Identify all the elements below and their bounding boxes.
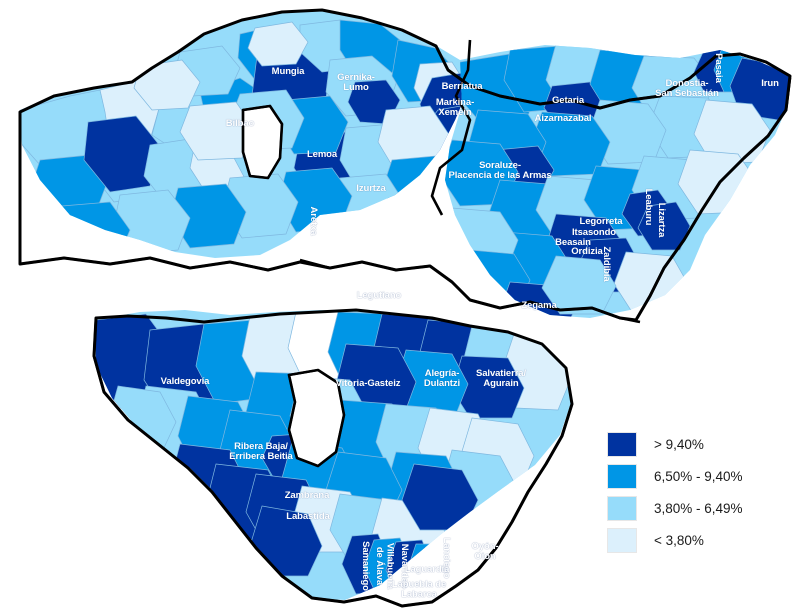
- legend-row-1: 6,50% - 9,40%: [607, 460, 787, 492]
- legend-swatch-3: [607, 527, 637, 553]
- outer-boundary: [20, 10, 790, 320]
- legend-label-0: > 9,40%: [654, 436, 704, 452]
- legend-swatch-2: [607, 495, 637, 521]
- legend-swatch-0: [607, 431, 637, 457]
- legend: > 9,40% 6,50% - 9,40% 3,80% - 6,49% < 3,80%: [607, 428, 787, 556]
- border-enclave-trevino: [289, 370, 344, 466]
- legend-swatch-1: [607, 463, 637, 489]
- legend-label-2: 3,80% - 6,49%: [654, 500, 743, 516]
- border-bizkaia-gipuzkoa: [432, 40, 470, 215]
- legend-row-3: < 3,80%: [607, 524, 787, 556]
- outer-boundary-araba: [94, 310, 572, 606]
- legend-label-3: < 3,80%: [654, 532, 704, 548]
- legend-row-2: 3,80% - 6,49%: [607, 492, 787, 524]
- legend-row-0: > 9,40%: [607, 428, 787, 460]
- border-enclave-orduna: [243, 106, 282, 178]
- legend-label-1: 6,50% - 9,40%: [654, 468, 743, 484]
